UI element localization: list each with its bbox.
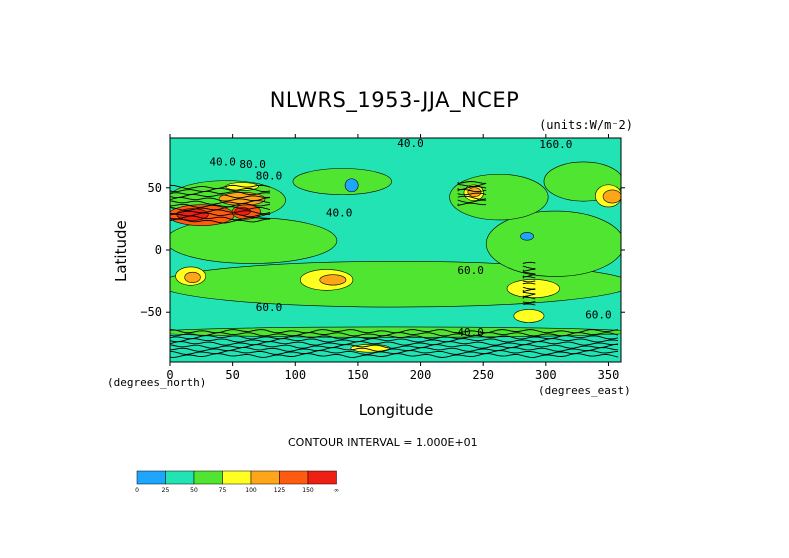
contour-line-2-6 bbox=[170, 203, 271, 208]
contour-line-0-0 bbox=[170, 329, 619, 334]
contour-line-1-8 bbox=[522, 286, 536, 290]
x-tick-label-6: 300 bbox=[535, 368, 557, 382]
contour-lines bbox=[170, 181, 619, 358]
contour-line-3-7 bbox=[457, 202, 487, 206]
y-unit-note: (degrees_east) bbox=[538, 384, 631, 397]
units-label: (units:W/m⁻2) bbox=[539, 118, 633, 132]
x-tick-label-4: 200 bbox=[410, 368, 432, 382]
contour-line-2-4 bbox=[170, 197, 271, 202]
contour-line-2-1 bbox=[170, 187, 271, 193]
contour-line-2-9 bbox=[170, 212, 271, 218]
colorbar-level-3: 75 bbox=[219, 487, 227, 494]
field-region-4 bbox=[449, 173, 549, 221]
contour-line-3-5 bbox=[457, 195, 487, 200]
contour-line-3-3 bbox=[457, 188, 487, 193]
contour-label-0: 40.0 bbox=[397, 137, 424, 150]
field-region-6 bbox=[292, 168, 392, 195]
colorbar-level-7: ∞ bbox=[334, 487, 339, 494]
contour-line-1-3 bbox=[522, 271, 536, 275]
contour-line-1-6 bbox=[522, 280, 536, 283]
colorbar-level-1: 25 bbox=[162, 487, 170, 494]
contour-label-2: 40.0 bbox=[209, 156, 236, 169]
contour-labels: 40.0 160.040.0 80.080.040.060.060.060.040.… bbox=[209, 137, 612, 339]
field-region-11 bbox=[513, 309, 545, 323]
y-tick-label-0: −50 bbox=[140, 305, 162, 319]
x-tick-label-2: 100 bbox=[284, 368, 306, 382]
contour-line-1-9 bbox=[522, 288, 536, 293]
x-tick-label-7: 350 bbox=[598, 368, 620, 382]
contour-line-3-4 bbox=[457, 192, 487, 196]
colorbar-level-4: 100 bbox=[245, 487, 257, 494]
contour-line-1-11 bbox=[522, 293, 536, 298]
contour-label-9: 40.0 bbox=[457, 326, 484, 339]
contour-line-3-0 bbox=[457, 181, 487, 185]
x-axis-ticks: 0 50 100 150 200 250 300 350 bbox=[166, 134, 619, 382]
contour-line-1-2 bbox=[522, 268, 536, 272]
contour-line-1-13 bbox=[522, 301, 536, 304]
contour-line-3-6 bbox=[457, 199, 487, 203]
field-region-19 bbox=[602, 189, 621, 204]
y-tick-label-2: 50 bbox=[148, 181, 162, 195]
colorbar: 0 25 50 75 100 125 150 ∞ bbox=[135, 470, 339, 494]
y-axis-ticks: −50 0 50 bbox=[140, 181, 625, 319]
contour-line-0-4 bbox=[170, 341, 619, 346]
x-tick-label-0: 0 bbox=[166, 368, 173, 382]
contour-line-1-1 bbox=[522, 265, 536, 269]
contour-label-7: 60.0 bbox=[256, 301, 283, 314]
x-unit-note: (degrees_north) bbox=[107, 376, 207, 389]
contour-line-0-1 bbox=[170, 332, 619, 337]
colorbar-swatch-3 bbox=[222, 470, 252, 485]
field-region-16 bbox=[184, 271, 201, 283]
contour-label-3: 80.0 bbox=[239, 158, 266, 171]
colorbar-level-5: 125 bbox=[274, 487, 286, 494]
contour-line-1-5 bbox=[522, 276, 536, 279]
colorbar-swatch-0 bbox=[136, 470, 166, 485]
contour-line-2-11 bbox=[170, 218, 271, 224]
contour-line-2-3 bbox=[170, 193, 271, 199]
field-region-2 bbox=[485, 210, 621, 277]
contour-line-2-2 bbox=[170, 190, 271, 196]
y-tick-label-1: 0 bbox=[155, 243, 162, 257]
field-region-17 bbox=[319, 274, 347, 286]
contour-line-1-12 bbox=[522, 296, 536, 300]
contour-line-3-1 bbox=[457, 183, 487, 187]
colorbar-level-2: 50 bbox=[190, 487, 198, 494]
x-axis-label: Longitude bbox=[358, 401, 434, 419]
colorbar-swatch-5 bbox=[279, 470, 309, 485]
colorbar-level-0: 0 bbox=[135, 487, 139, 494]
chart-title: NLWRS_1953-JJA_NCEP bbox=[269, 88, 520, 112]
contour-line-1-0 bbox=[522, 261, 536, 264]
contour-line-2-8 bbox=[170, 209, 271, 215]
contour-line-2-10 bbox=[170, 215, 271, 221]
field-region-26 bbox=[520, 232, 534, 241]
contour-line-0-2 bbox=[170, 335, 619, 340]
contour-line-1-10 bbox=[522, 291, 536, 295]
colorbar-swatch-4 bbox=[250, 470, 280, 485]
contour-line-0-7 bbox=[170, 350, 619, 355]
contour-label-1: 160.0 bbox=[539, 138, 572, 151]
y-axis-label: Latitude bbox=[112, 220, 130, 282]
contour-line-0-8 bbox=[170, 353, 619, 358]
colorbar-swatch-6 bbox=[307, 470, 337, 485]
x-tick-label-3: 150 bbox=[347, 368, 369, 382]
x-tick-label-5: 250 bbox=[472, 368, 494, 382]
contour-line-1-7 bbox=[522, 282, 536, 285]
contour-label-4: 80.0 bbox=[256, 169, 283, 182]
colorbar-level-6: 150 bbox=[302, 487, 314, 494]
contour-line-0-6 bbox=[170, 347, 619, 352]
field-region-25 bbox=[344, 178, 359, 193]
x-tick-label-1: 50 bbox=[225, 368, 239, 382]
contour-line-0-3 bbox=[170, 338, 619, 343]
contour-label-6: 60.0 bbox=[457, 264, 484, 277]
field-region-0 bbox=[170, 261, 621, 308]
field-region-18 bbox=[467, 187, 482, 198]
contour-label-5: 40.0 bbox=[326, 207, 353, 220]
contour-label-8: 60.0 bbox=[585, 309, 612, 322]
contour-interval-label: CONTOUR INTERVAL = 1.000E+01 bbox=[288, 436, 478, 449]
contour-line-1-14 bbox=[522, 303, 536, 306]
colorbar-swatch-2 bbox=[193, 470, 223, 485]
contour-line-2-5 bbox=[170, 200, 271, 205]
colorbar-swatch-1 bbox=[165, 470, 195, 485]
